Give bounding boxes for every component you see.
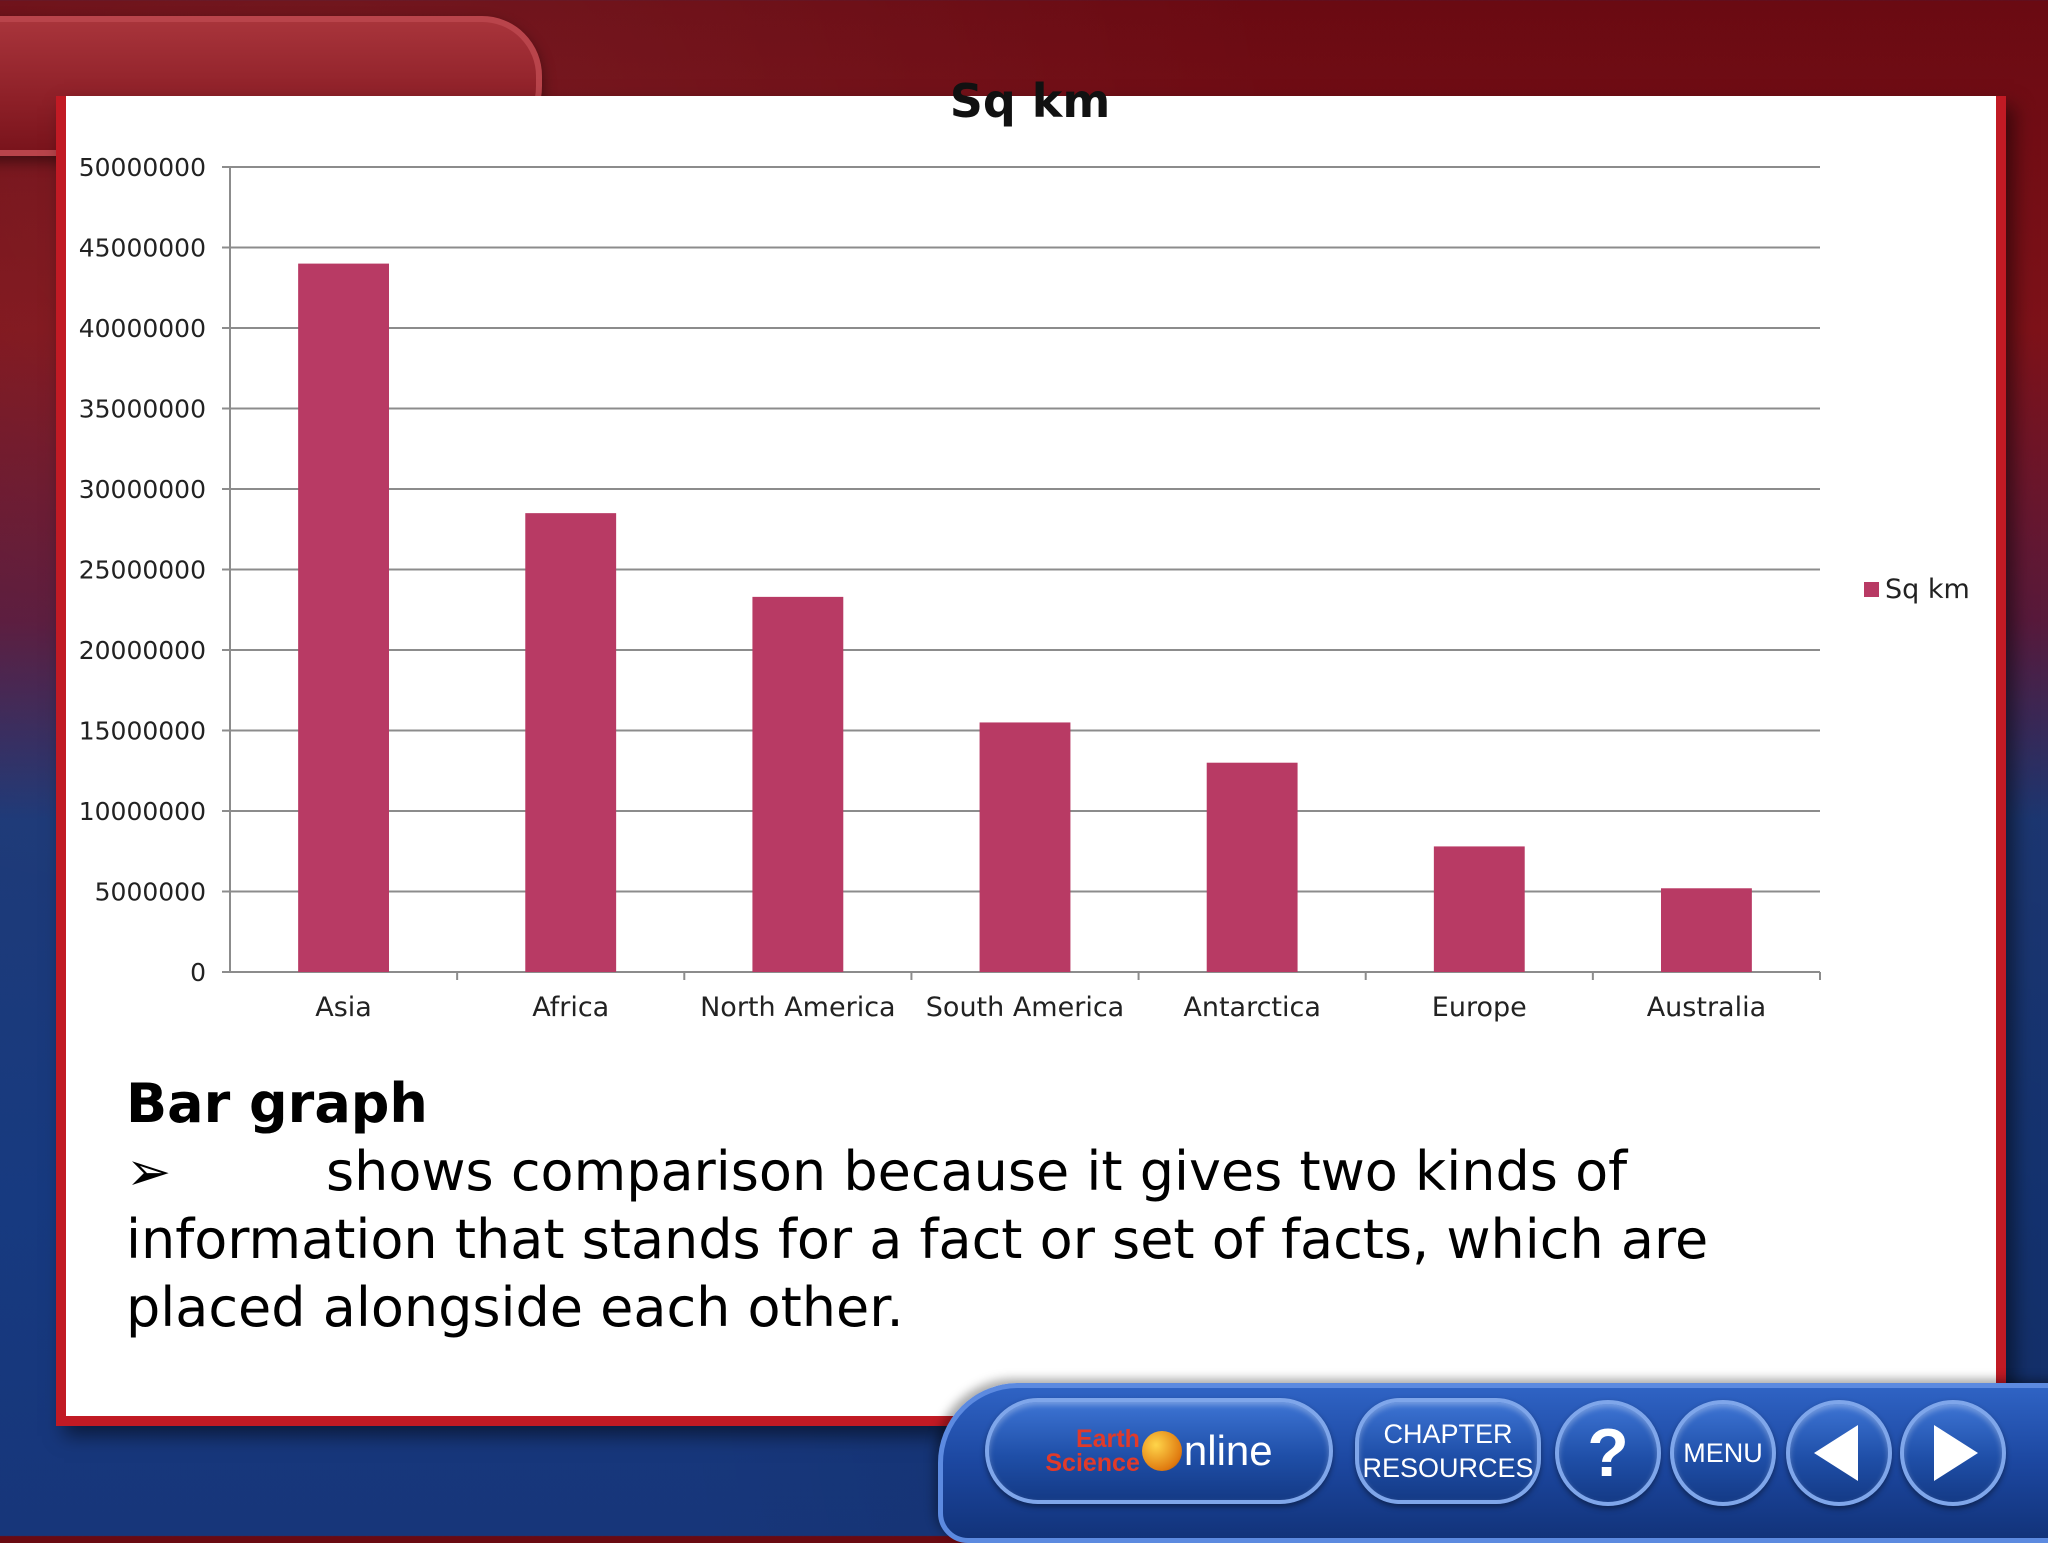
chart-title: Sq km bbox=[949, 74, 1111, 128]
logo-online-text: nline bbox=[1183, 1427, 1273, 1474]
question-mark-icon: ? bbox=[1587, 1415, 1629, 1491]
next-button[interactable] bbox=[1900, 1400, 2006, 1506]
caption-line-1-text: shows comparison because it gives two ki… bbox=[326, 1140, 1628, 1203]
bar bbox=[1433, 846, 1525, 972]
y-tick-label: 45000000 bbox=[79, 234, 206, 263]
y-tick-label: 30000000 bbox=[79, 475, 206, 504]
menu-button[interactable]: MENU bbox=[1670, 1400, 1776, 1506]
x-tick-label: Asia bbox=[315, 992, 372, 1023]
chart-legend: Sq km bbox=[1864, 574, 1970, 605]
bar-chart: 0 5000000 10000000 15000000 20000000 25000000… bbox=[79, 153, 1821, 1023]
legend-swatch bbox=[1864, 582, 1879, 597]
x-tick-label: Europe bbox=[1432, 992, 1527, 1023]
x-tick-label: Africa bbox=[532, 992, 609, 1023]
y-tick-label: 50000000 bbox=[79, 153, 206, 182]
chapter-resources-button[interactable]: CHAPTER RESOURCES bbox=[1355, 1398, 1541, 1504]
y-tick-label: 25000000 bbox=[79, 556, 206, 585]
caption-heading: Bar graph bbox=[126, 1072, 428, 1135]
resources-label: RESOURCES bbox=[1362, 1453, 1534, 1483]
earth-science-online-button[interactable]: Earth Science nline bbox=[985, 1398, 1333, 1504]
slide-caption: Bar graph ➢ shows comparison because it g… bbox=[126, 1070, 1886, 1342]
caption-line-3: placed alongside each other. bbox=[126, 1276, 904, 1339]
bar bbox=[1661, 888, 1752, 972]
legend-label: Sq km bbox=[1885, 574, 1970, 605]
x-tick-label: Australia bbox=[1647, 992, 1766, 1023]
y-tick-label: 15000000 bbox=[79, 717, 206, 746]
bar bbox=[1206, 762, 1298, 972]
y-tick-label: 35000000 bbox=[79, 395, 206, 424]
chapter-label: CHAPTER bbox=[1383, 1419, 1513, 1449]
x-tick-label: North America bbox=[700, 992, 895, 1023]
x-tick-label: South America bbox=[926, 992, 1124, 1023]
arrow-left-icon bbox=[1814, 1425, 1858, 1481]
bar bbox=[979, 722, 1071, 972]
bullet-arrow-icon: ➢ bbox=[126, 1140, 172, 1203]
y-tick-label: 20000000 bbox=[79, 636, 206, 665]
menu-label: MENU bbox=[1683, 1437, 1763, 1468]
bar bbox=[525, 513, 617, 972]
y-tick-label: 40000000 bbox=[79, 314, 206, 343]
y-tick-label: 5000000 bbox=[95, 878, 206, 907]
arrow-right-icon bbox=[1934, 1425, 1978, 1481]
help-button[interactable]: ? bbox=[1555, 1400, 1661, 1506]
y-tick-label: 10000000 bbox=[79, 797, 206, 826]
bar bbox=[752, 596, 844, 972]
previous-button[interactable] bbox=[1786, 1400, 1892, 1506]
globe-icon bbox=[1141, 1431, 1182, 1471]
caption-line-1: ➢ shows comparison because it gives two k… bbox=[126, 1138, 1886, 1206]
caption-line-2: information that stands for a fact or se… bbox=[126, 1208, 1709, 1271]
bar bbox=[298, 263, 389, 973]
logo-earth-science-text: Earth Science bbox=[1045, 1425, 1140, 1477]
y-tick-label: 0 bbox=[190, 958, 206, 987]
x-tick-label: Antarctica bbox=[1183, 992, 1321, 1023]
